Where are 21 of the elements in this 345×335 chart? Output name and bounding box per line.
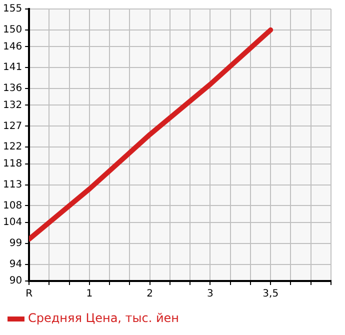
- y-tick-label: 150: [2, 24, 22, 36]
- x-tick-label: R: [26, 288, 33, 300]
- y-tick-label: 155: [2, 4, 22, 15]
- y-tick-label: 122: [2, 142, 22, 153]
- y-tick-label: 94: [9, 258, 22, 270]
- y-tick-label: 104: [2, 217, 22, 228]
- y-tick-label: 118: [2, 158, 22, 170]
- y-tick-label: 136: [2, 83, 22, 94]
- y-tick-label: 99: [9, 238, 22, 249]
- x-tick-label: 3,5: [262, 288, 279, 300]
- y-tick-label: 108: [2, 200, 22, 212]
- y-tick-label: 90: [9, 276, 22, 287]
- x-tick-label: 1: [86, 288, 93, 300]
- y-tick-label: 141: [2, 62, 22, 74]
- y-tick-label: 113: [2, 179, 22, 190]
- x-tick-label: 2: [146, 288, 154, 300]
- legend-label: Средняя Цена, тыс. йен: [28, 311, 180, 326]
- y-tick-label: 127: [2, 120, 22, 132]
- y-tick-label: 146: [2, 41, 22, 52]
- x-tick-label: 3: [207, 288, 214, 300]
- y-tick-label: 132: [2, 100, 22, 111]
